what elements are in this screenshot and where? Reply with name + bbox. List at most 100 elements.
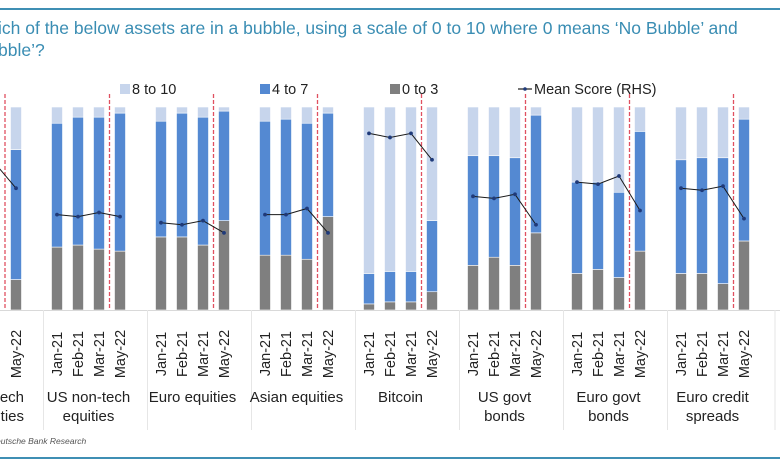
bar-segment-low [509,265,521,311]
mean-marker [492,196,496,201]
bar-segment-high [467,106,479,157]
tick-label: Mar-21 [716,331,732,377]
chart-title: ich of the below assets are in a bubble,… [0,17,780,61]
mean-marker [97,210,101,215]
bar-segment-low [51,246,63,311]
tick-label: Jan-21 [466,332,482,376]
bar-segment-mid [280,118,292,256]
mean-marker [388,135,392,140]
category-label: Euro govt [576,389,641,406]
mean-marker [700,188,704,193]
bars [10,106,750,311]
legend-swatch-high [120,84,130,94]
mean-line [576,175,641,211]
source-note: eutsche Bank Research [0,436,87,446]
bar-segment-low [114,250,126,311]
bar-segment-mid [634,131,646,252]
x-axis: Mar-21 May-22 ech ities Jan-21 Feb-21 Mar-21 Ma… [0,310,780,430]
bar-segment-high [72,106,84,118]
mean-marker [471,194,475,199]
bar-segment-high [571,106,583,183]
bar-segment-mid [197,116,209,246]
bar-segment-low [426,291,438,311]
tick-label: May-22 [737,330,753,378]
bar-segment-high [280,106,292,120]
mean-marker [534,222,538,227]
category-label: Euro credit [676,389,749,406]
tick-label: Feb-21 [591,331,607,377]
bar-segment-mid [467,155,479,266]
mean-marker [180,222,184,227]
bar-segment-mid [322,112,334,217]
bar-segment-high [259,106,271,122]
bar-segment-mid [51,122,63,248]
bar-segment-high [155,106,167,122]
bar-segment-mid [363,273,375,305]
bar-segment-high [10,106,22,150]
bar-segment-low [301,258,313,311]
mean-line-segment [0,168,17,189]
bar-segment-high [717,106,729,159]
bar-segment-high [426,106,438,221]
bar-segment-high [301,106,313,124]
bar-segment-mid [675,159,687,274]
tick-label: Jan-21 [362,332,378,376]
bar-segment-mid [426,220,438,293]
bar-segment-high [197,106,209,118]
legend-label-mean: Mean Score (RHS) [534,82,656,98]
bar-segment-high [738,106,750,120]
tick-label: May-22 [9,330,25,378]
bar-segment-low [634,250,646,311]
legend-swatch-low [390,84,400,94]
bar-segment-low [696,273,708,311]
bar-segment-mid [571,181,583,274]
bar-segment-low [197,244,209,311]
mean-line [56,212,121,218]
bar-segment-low [176,236,188,311]
tick-label: May-22 [529,330,545,378]
tick-label: Mar-21 [300,331,316,377]
bar-segment-high [488,106,500,157]
mean-marker [617,174,621,178]
mean-line [680,185,745,219]
mean-marker [367,131,371,136]
tick-label: May-22 [217,330,233,378]
bar-segment-mid [10,149,22,280]
bar-segment-high [51,106,63,124]
bar-segment-low [571,273,583,311]
bar-segment-high [592,106,604,183]
bar-segment-mid [696,157,708,274]
legend-label-mid: 4 to 7 [272,82,308,98]
bar-segment-low [363,303,375,311]
tick-label: Feb-21 [175,331,191,377]
mean-marker [409,131,413,136]
bar-segment-low [155,236,167,311]
bar-segment-mid [592,181,604,270]
mean-marker [263,212,267,217]
tick-label: May-22 [633,330,649,378]
mean-line [472,193,537,226]
bar-segment-low [675,273,687,311]
bar-segment-low [280,254,292,311]
tick-label: Mar-21 [0,331,4,377]
bar-segment-mid [114,112,126,252]
bar-segment-low [259,254,271,311]
category-label: Bitcoin [378,389,423,406]
category-label: ities [0,408,24,425]
category-label: US non-tech [47,389,130,406]
tick-label: Jan-21 [570,332,586,376]
bar-segment-mid [738,118,750,242]
bar-segment-high [93,106,105,118]
mean-marker [305,206,309,211]
tick-label: Mar-21 [612,331,628,377]
bar-segment-low [72,244,84,311]
bar-segment-mid [717,157,729,284]
mean-marker [55,212,59,217]
bar-segment-low [93,248,105,311]
mean-marker [14,186,18,191]
bar-segment-high [509,106,521,159]
bar-segment-mid [405,271,417,303]
bar-segment-mid [509,157,521,266]
tick-label: Mar-21 [92,331,108,377]
